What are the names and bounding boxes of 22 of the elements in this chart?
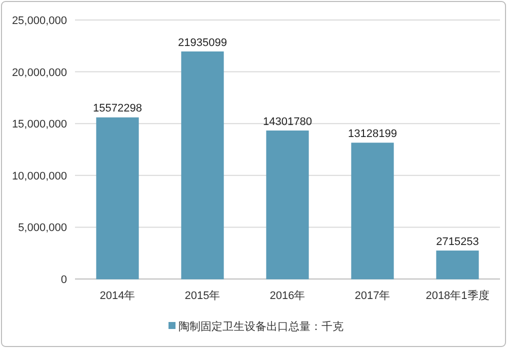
y-tick-label: 10,000,000 [12,170,67,182]
y-tick-label: 5,000,000 [18,222,67,234]
y-tick-label: 15,000,000 [12,118,67,131]
bar [96,117,139,280]
bar [181,51,224,280]
bar [436,250,479,280]
y-tick-label: 0 [60,274,67,286]
data-label: 2715253 [436,236,479,248]
x-tick-label: 2016年 [270,290,306,302]
bar [351,142,394,280]
x-tick-label: 2018年1季度 [426,289,490,302]
y-tick-label: 20,000,000 [12,66,67,79]
data-label: 14301780 [263,116,312,128]
bar [266,130,309,280]
y-tick-label: 25,000,000 [12,15,67,27]
x-tick-label: 2014年 [100,290,136,302]
x-tick-label: 2017年 [354,290,390,302]
data-label: 13128199 [348,128,397,140]
data-label: 15572298 [93,102,142,115]
data-label: 21935099 [178,36,227,49]
x-tick-label: 2015年 [184,290,220,302]
legend-label: 陶制固定卫生设备出口总量：千克 [178,320,344,333]
